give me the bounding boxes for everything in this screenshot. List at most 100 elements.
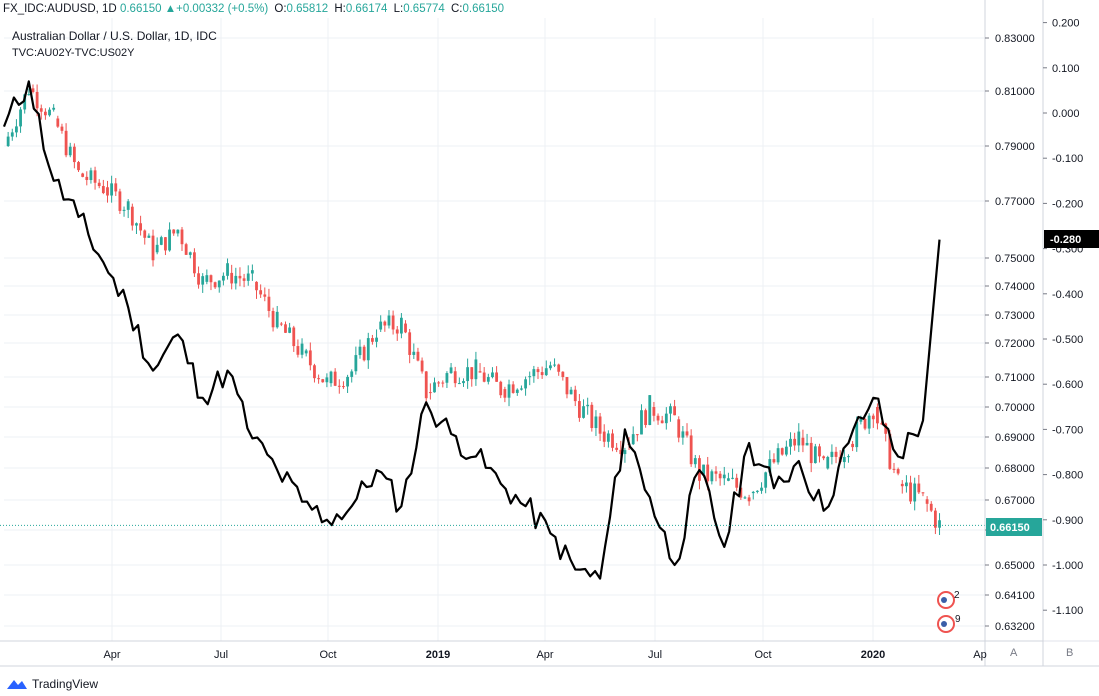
- candle: [677, 416, 681, 443]
- price-tick-label: 0.75000: [995, 253, 1035, 265]
- candle: [834, 446, 838, 464]
- last-price: 0.66150: [119, 3, 162, 15]
- candle: [747, 494, 751, 506]
- candle: [598, 412, 602, 442]
- candle: [68, 142, 72, 158]
- spread-tick-label: -0.100: [1052, 153, 1083, 165]
- symbol-header: FX_IDC:AUDUSD, 1D 0.66150 ▲+0.00332 (+0.…: [0, 0, 1043, 18]
- candle: [387, 310, 391, 329]
- candle: [404, 320, 407, 334]
- candle: [929, 501, 933, 513]
- spread-tick-label: -0.400: [1052, 289, 1083, 301]
- price-axis[interactable]: 0.83000 0.81000 0.79000 0.77000 0.75000 0.740…: [985, 33, 1035, 633]
- candle: [93, 166, 97, 190]
- time-tick-label: Ap: [973, 649, 986, 661]
- legend-title[interactable]: Australian Dollar / U.S. Dollar, 1D, IDC: [12, 29, 217, 43]
- candle: [420, 357, 424, 374]
- high-value: 0.66174: [345, 3, 388, 15]
- price-tag: 0.66150: [986, 518, 1042, 536]
- candle: [793, 432, 797, 451]
- candle: [780, 447, 784, 456]
- spread-tick-label: 0.200: [1052, 18, 1080, 30]
- candle: [164, 236, 167, 256]
- candle: [710, 469, 714, 485]
- candle: [114, 178, 118, 197]
- candle: [155, 237, 159, 255]
- candle: [350, 369, 354, 383]
- spread-tick-label: 0.000: [1052, 108, 1080, 120]
- candle: [544, 360, 548, 377]
- candle: [772, 453, 776, 464]
- price-change: +0.00332 (+0.5%): [176, 3, 269, 15]
- candle: [669, 403, 672, 422]
- candle: [85, 171, 89, 186]
- candle: [689, 429, 693, 467]
- candle: [586, 397, 590, 415]
- candle: [648, 394, 652, 426]
- price-tick-label: 0.79000: [995, 141, 1035, 153]
- low-value: 0.65774: [403, 3, 445, 15]
- candle: [656, 413, 660, 425]
- tradingview-brand[interactable]: TradingView: [6, 674, 98, 694]
- candle: [255, 281, 258, 299]
- candle: [900, 480, 904, 494]
- candle: [478, 363, 482, 373]
- candle: [89, 167, 93, 184]
- candle: [279, 322, 283, 327]
- scale-button-a[interactable]: A: [1010, 647, 1018, 659]
- event-badge-2[interactable]: 9: [937, 614, 961, 633]
- candle: [495, 366, 499, 382]
- price-tick-label: 0.74000: [995, 281, 1035, 293]
- candle: [735, 473, 739, 492]
- candle: [776, 443, 780, 465]
- time-axis[interactable]: Apr Jul Oct 2019 Apr Jul Oct 2020 Ap: [103, 649, 986, 661]
- candle: [445, 371, 449, 388]
- candle: [337, 379, 341, 394]
- price-tick-label: 0.83000: [995, 33, 1035, 45]
- time-tick-label: 2019: [426, 649, 450, 661]
- candle: [681, 426, 685, 445]
- scale-button-b[interactable]: B: [1066, 647, 1073, 659]
- candle: [871, 413, 875, 428]
- brand-label: TradingView: [32, 677, 99, 691]
- candle: [354, 346, 358, 375]
- candle: [52, 104, 56, 112]
- candle: [801, 429, 805, 453]
- price-tag-label: 0.66150: [990, 522, 1030, 534]
- candle: [399, 313, 403, 339]
- candle: [64, 123, 68, 158]
- candle: [573, 385, 577, 407]
- price-tick-label: 0.72000: [995, 338, 1035, 350]
- candle: [296, 339, 300, 358]
- event-badge-1[interactable]: 2: [937, 590, 960, 609]
- candle: [209, 274, 213, 291]
- symbol-name[interactable]: FX_IDC:AUDUSD, 1D: [3, 3, 117, 15]
- candle: [180, 226, 184, 251]
- candle: [391, 310, 395, 335]
- candle: [631, 426, 635, 446]
- candle: [896, 467, 900, 476]
- candle: [151, 229, 155, 267]
- candle: [300, 338, 304, 359]
- candle: [118, 188, 122, 214]
- candle: [842, 449, 846, 469]
- candle: [507, 379, 511, 407]
- candle: [313, 363, 316, 383]
- candle: [205, 269, 209, 285]
- price-tick-label: 0.67000: [995, 495, 1035, 507]
- candle: [56, 115, 60, 128]
- candle: [453, 366, 457, 388]
- candle: [126, 199, 130, 219]
- candle: [6, 131, 10, 147]
- candle: [511, 381, 515, 394]
- candle: [606, 430, 610, 448]
- candle: [462, 378, 465, 387]
- candle: [159, 235, 163, 246]
- candle: [818, 443, 821, 463]
- candle: [143, 229, 147, 245]
- spread-axis[interactable]: 0.2000.1000.000-0.100-0.200-0.300-0.400-…: [1043, 18, 1083, 618]
- legend-study[interactable]: TVC:AU02Y-TVC:US02Y: [12, 47, 135, 59]
- candle: [31, 84, 35, 94]
- price-tick-label: 0.71000: [995, 372, 1035, 384]
